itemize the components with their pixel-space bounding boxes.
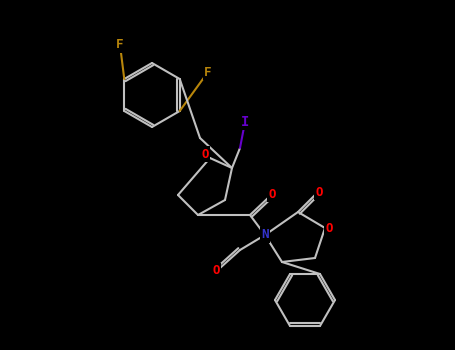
Text: O: O xyxy=(212,265,220,278)
Text: O: O xyxy=(315,186,323,198)
Text: O: O xyxy=(201,147,209,161)
Text: I: I xyxy=(241,115,249,129)
Text: O: O xyxy=(268,188,276,201)
Text: F: F xyxy=(204,65,212,78)
Text: F: F xyxy=(116,38,124,51)
Text: O: O xyxy=(325,222,333,235)
Text: N: N xyxy=(261,229,269,241)
